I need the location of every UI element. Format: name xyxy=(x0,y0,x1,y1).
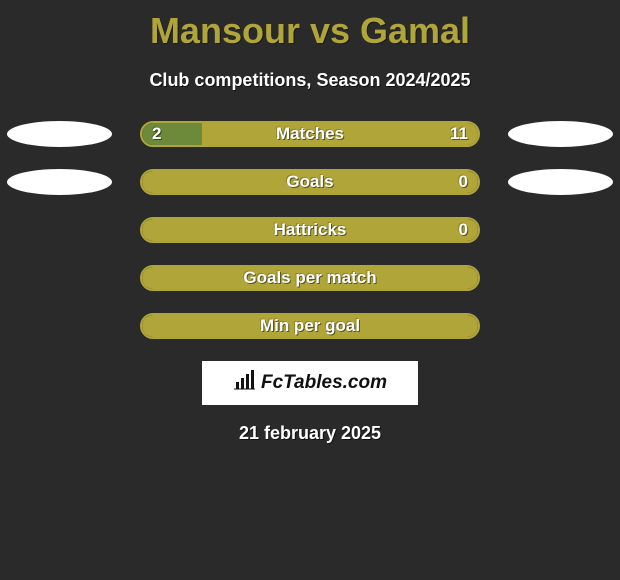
stat-row: Min per goal xyxy=(0,313,620,339)
stat-label: Goals per match xyxy=(243,268,376,288)
stat-label: Matches xyxy=(276,124,344,144)
stat-right-value: 0 xyxy=(459,220,468,240)
stat-bar: Goals per match xyxy=(140,265,480,291)
player-left-marker xyxy=(7,169,112,195)
chart-icon xyxy=(233,370,257,396)
stat-row: 0 Goals xyxy=(0,169,620,195)
player-right-marker xyxy=(508,169,613,195)
date: 21 february 2025 xyxy=(0,423,620,444)
logo-text: FcTables.com xyxy=(261,372,387,394)
logo: FcTables.com xyxy=(233,370,387,396)
logo-box: FcTables.com xyxy=(202,361,418,405)
stat-label: Hattricks xyxy=(274,220,347,240)
player-left-marker xyxy=(7,121,112,147)
page-title: Mansour vs Gamal xyxy=(0,0,620,52)
stat-left-value: 2 xyxy=(152,124,161,144)
stat-bar: 0 Hattricks xyxy=(140,217,480,243)
stat-row: 0 Hattricks xyxy=(0,217,620,243)
stat-bar: 2 11 Matches xyxy=(140,121,480,147)
stat-label: Min per goal xyxy=(260,316,360,336)
stat-bar: Min per goal xyxy=(140,313,480,339)
stat-rows: 2 11 Matches 0 Goals 0 Hattricks Goals per matc… xyxy=(0,121,620,339)
stat-label: Goals xyxy=(286,172,333,192)
comparison-widget: Mansour vs Gamal Club competitions, Seas… xyxy=(0,0,620,580)
subtitle: Club competitions, Season 2024/2025 xyxy=(0,70,620,91)
player-right-marker xyxy=(508,121,613,147)
stat-right-value: 0 xyxy=(459,172,468,192)
stat-bar: 0 Goals xyxy=(140,169,480,195)
stat-row: Goals per match xyxy=(0,265,620,291)
stat-right-value: 11 xyxy=(450,124,468,144)
stat-row: 2 11 Matches xyxy=(0,121,620,147)
